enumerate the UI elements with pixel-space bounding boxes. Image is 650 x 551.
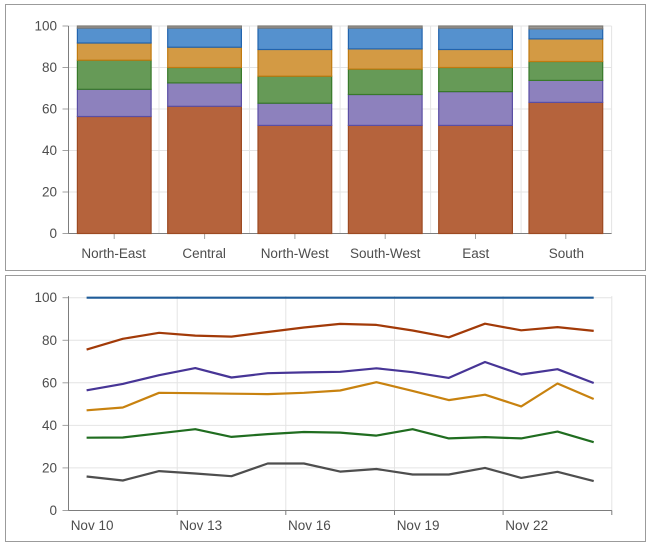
svg-text:Nov 13: Nov 13 [179,518,222,533]
svg-text:80: 80 [42,60,57,75]
svg-text:Nov 19: Nov 19 [397,518,440,533]
svg-text:South-West: South-West [350,246,421,261]
svg-text:South: South [549,246,584,261]
svg-text:100: 100 [34,290,57,305]
svg-text:100: 100 [34,19,57,34]
svg-text:Nov 22: Nov 22 [505,518,548,533]
svg-text:20: 20 [42,460,57,475]
svg-text:North-West: North-West [261,246,329,261]
svg-text:Nov 10: Nov 10 [71,518,114,533]
svg-text:80: 80 [42,333,57,348]
svg-text:60: 60 [42,102,57,117]
svg-text:0: 0 [49,503,57,518]
svg-text:20: 20 [42,185,57,200]
svg-text:East: East [462,246,489,261]
svg-text:Central: Central [182,246,226,261]
svg-text:0: 0 [49,226,57,241]
svg-text:60: 60 [42,375,57,390]
svg-text:North-East: North-East [81,246,146,261]
svg-text:Nov 16: Nov 16 [288,518,331,533]
svg-text:40: 40 [42,418,57,433]
svg-text:40: 40 [42,143,57,158]
